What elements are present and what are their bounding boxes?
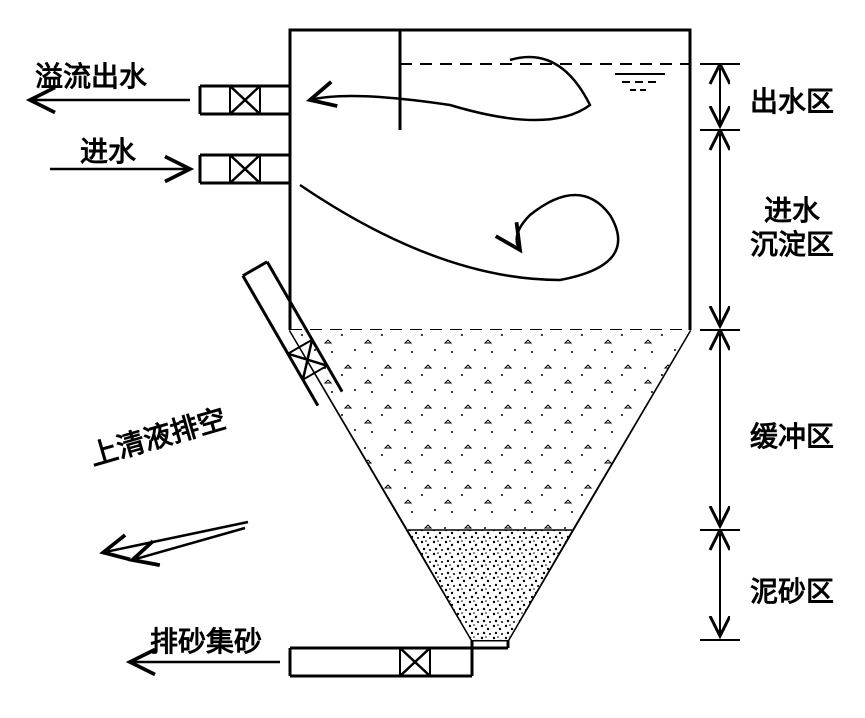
sand-discharge-pipe bbox=[290, 640, 508, 676]
sand-zone-fill bbox=[408, 530, 572, 640]
flow-curve-upper bbox=[310, 57, 590, 120]
inlet-pipe bbox=[200, 155, 290, 183]
sand-zone-label: 泥砂区 bbox=[750, 570, 834, 610]
inlet-sediment-zone-label-line1: 进水 bbox=[750, 195, 834, 229]
inlet-label: 进水 bbox=[80, 130, 136, 170]
supernatant-drain-arrow bbox=[103, 515, 248, 560]
outlet-zone-label: 出水区 bbox=[750, 80, 834, 120]
buffer-zone-label: 缓冲区 bbox=[750, 415, 834, 455]
sand-discharge-label: 排砂集砂 bbox=[150, 620, 262, 660]
flow-curve-lower bbox=[300, 185, 618, 280]
zone-dimension-lines bbox=[700, 64, 740, 640]
inlet-sediment-zone-label: 进水 沉淀区 bbox=[750, 195, 834, 262]
water-surface-symbol bbox=[615, 74, 665, 90]
buffer-zone-fill bbox=[290, 330, 690, 530]
inlet-sediment-zone-label-line2: 沉淀区 bbox=[750, 229, 834, 263]
overflow-outlet-label: 溢流出水 bbox=[35, 55, 147, 95]
overflow-outlet-pipe bbox=[200, 86, 290, 114]
